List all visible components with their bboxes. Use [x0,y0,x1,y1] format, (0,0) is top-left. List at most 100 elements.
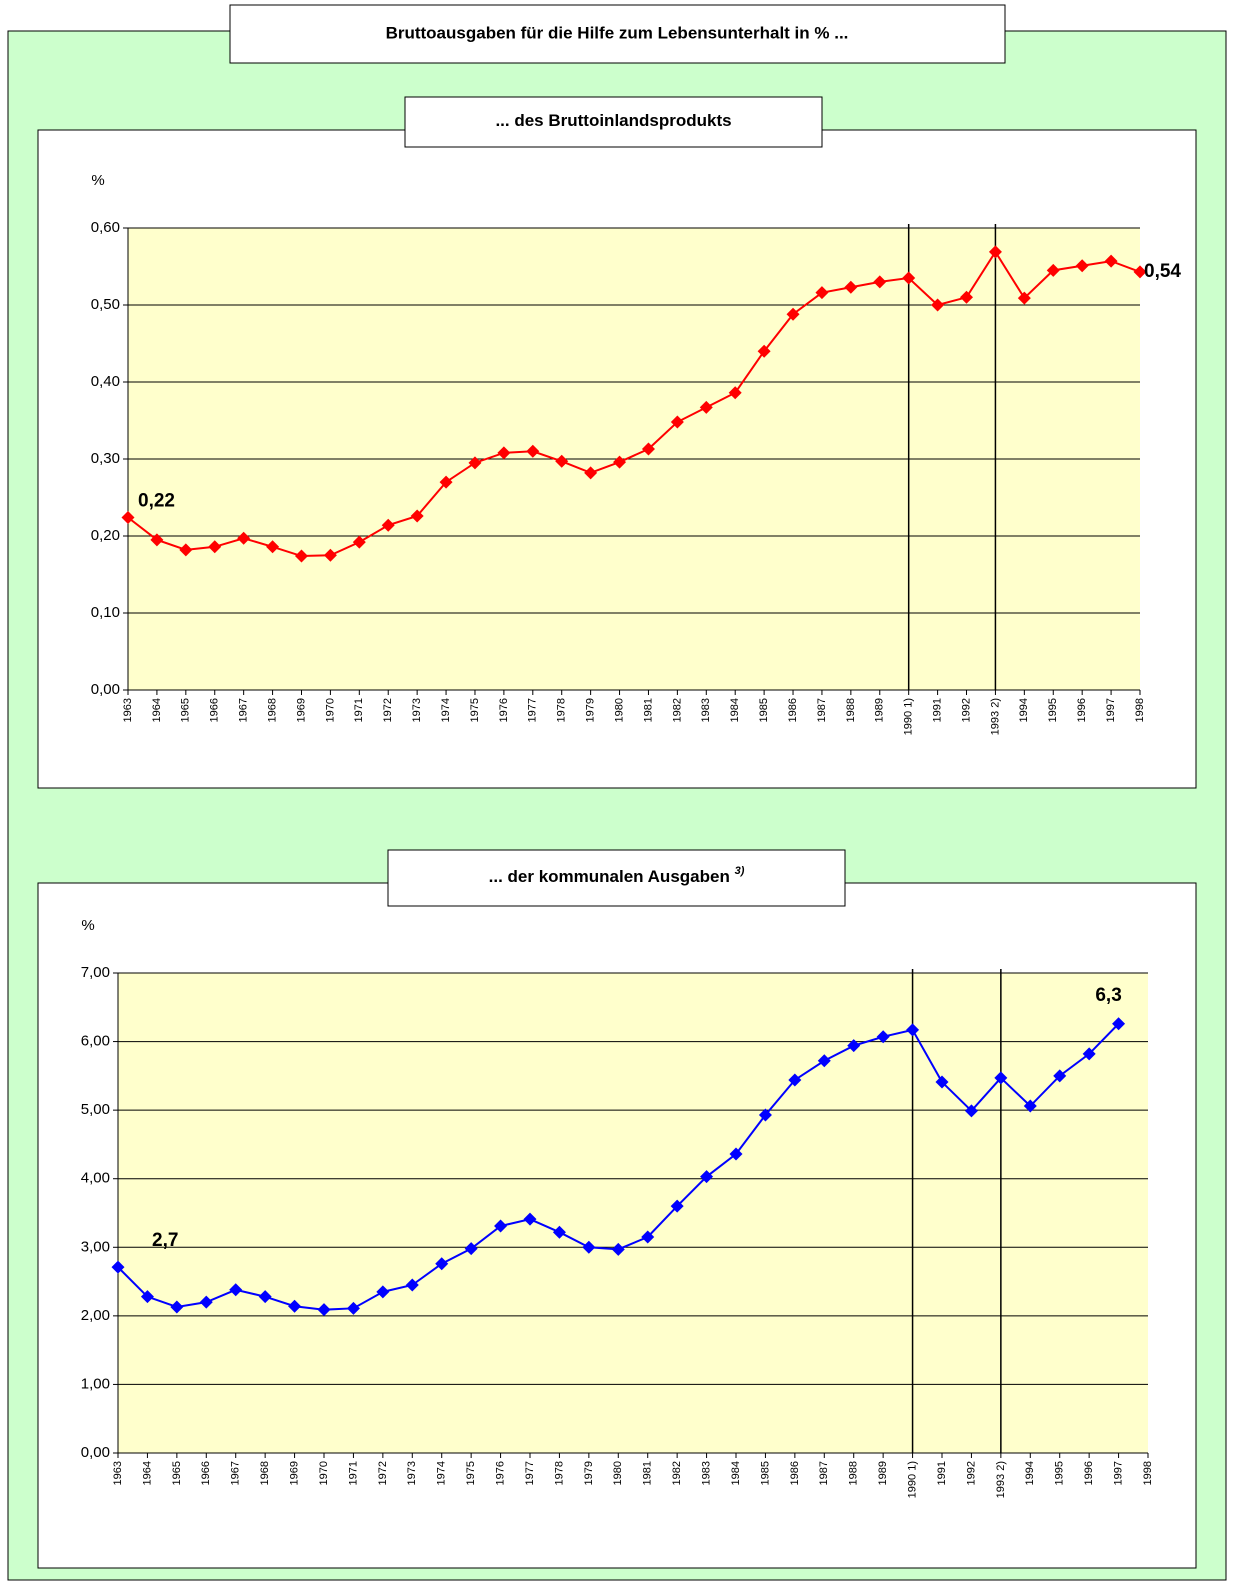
x-tick-label: 1992 [965,1461,977,1485]
x-tick-label: 1993 2) [995,1461,1007,1498]
data-point [582,1240,596,1254]
x-tick-label: 1965 [180,698,192,722]
data-point [1046,263,1060,277]
data-point [317,1303,331,1317]
x-tick-label: 1987 [816,698,828,722]
data-point [258,1290,272,1304]
x-tick-label: 1977 [527,698,539,722]
x-tick-label: 1972 [377,1461,389,1485]
x-tick-label: 1991 [932,698,944,722]
x-tick-label: 1985 [758,698,770,722]
data-point [641,442,655,456]
data-point [1053,1069,1067,1083]
x-tick-label: 1980 [612,1461,624,1485]
x-tick-label: 1993 2) [989,698,1001,735]
x-tick-label: 1988 [845,698,857,722]
data-point [229,1283,243,1297]
data-point [786,307,800,321]
data-point [873,275,887,289]
data-point [208,540,222,554]
x-tick-label: 1966 [209,698,221,722]
x-tick-label: 1990 1) [903,698,915,735]
data-point [439,475,453,489]
data-point [121,511,135,525]
data-point [150,533,164,547]
x-tick-label: 1991 [936,1461,948,1485]
x-tick-label: 1983 [700,698,712,722]
data-point [758,1108,772,1122]
data-point [288,1299,302,1313]
data-point [847,1039,861,1053]
data-point [844,280,858,294]
data-point [111,1260,125,1274]
data-point [1112,1017,1126,1031]
data-point [931,298,945,312]
x-tick-label: 1995 [1054,1461,1066,1485]
data-point [523,1212,537,1226]
data-point [497,446,511,460]
data-point [1075,259,1089,273]
data-point [468,456,482,470]
data-point [1133,265,1147,279]
data-point [699,400,713,414]
x-tick-label: 1987 [818,1461,830,1485]
x-tick-label: 1996 [1083,1461,1095,1485]
x-tick-label: 1983 [700,1461,712,1485]
y-tick-label: 1,00 [81,1375,110,1392]
x-tick-label: 1969 [295,698,307,722]
title-footnote: 3) [735,865,745,877]
x-tick-label: 1973 [406,1461,418,1485]
x-tick-label: 1979 [583,1461,595,1485]
data-point [729,1147,743,1161]
y-axis-label: % [91,172,104,189]
data-point [526,444,540,458]
data-point [494,1219,508,1233]
data-point [906,1023,920,1037]
x-tick-label: 1975 [469,698,481,722]
data-point [960,290,974,304]
x-tick-label: 1989 [877,1461,889,1485]
x-tick-label: 1964 [151,698,163,722]
y-tick-label: 4,00 [81,1170,110,1187]
data-point [294,549,308,563]
data-point [552,1225,566,1239]
data-point [346,1301,360,1315]
x-tick-label: 1976 [498,698,510,722]
title-box [229,4,1006,64]
page-title: Bruttoausgaben für die Hilfe zum Lebensu… [386,23,849,42]
x-tick-label: 1994 [1024,1461,1036,1485]
data-point [1082,1047,1096,1061]
y-tick-label: 0,40 [91,373,120,390]
y-axis-label: % [81,917,94,934]
y-tick-label: 0,50 [91,296,120,313]
data-point [381,518,395,532]
data-point [1104,254,1118,268]
data-point [199,1295,213,1309]
data-point [757,344,771,358]
x-tick-label: 1997 [1105,698,1117,722]
x-tick-label: 1973 [411,698,423,722]
data-point [728,386,742,400]
chart-title: ... des Bruttoinlandsprodukts [495,111,731,130]
x-tick-label: 1984 [729,698,741,722]
data-point [170,1300,184,1314]
x-tick-label: 1971 [347,1461,359,1485]
data-point [613,455,627,469]
x-tick-label: 1975 [465,1461,477,1485]
x-tick-label: 1985 [759,1461,771,1485]
x-tick-label: 1970 [318,1461,330,1485]
data-point [464,1242,478,1256]
y-tick-label: 3,00 [81,1238,110,1255]
x-tick-label: 1965 [171,1461,183,1485]
data-point [376,1285,390,1299]
data-point [611,1242,625,1256]
x-tick-label: 1997 [1112,1461,1124,1485]
y-tick-label: 0,00 [81,1444,110,1461]
data-point [237,531,251,545]
x-tick-label: 1972 [382,698,394,722]
data-point [584,466,598,480]
x-tick-label: 1982 [671,1461,683,1485]
y-tick-label: 0,10 [91,604,120,621]
chart-title-box [404,96,823,148]
